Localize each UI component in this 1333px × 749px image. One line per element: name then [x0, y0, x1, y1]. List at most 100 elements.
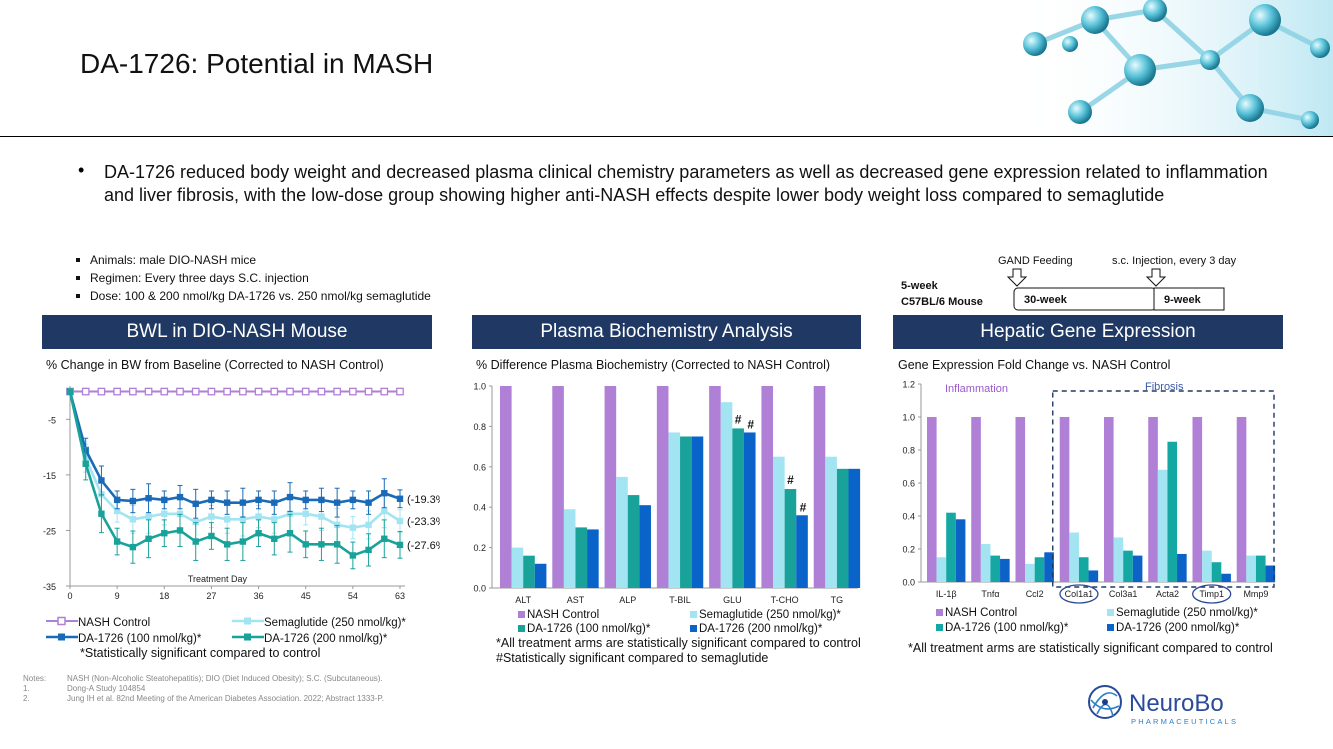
- panel1-legend-row2: DA-1726 (100 nmol/kg)* DA-1726 (200 nmol…: [46, 632, 387, 645]
- data-point: [239, 538, 247, 545]
- data-point: [223, 516, 231, 523]
- mouse-line1: 5-week: [901, 280, 939, 292]
- bwl-line-chart: -5 -15 -25 -35 0 9 18 27 36 45 54 63 Treatment Day (-…: [43, 386, 440, 601]
- data-point: [145, 535, 152, 542]
- panel3-legend-nash: NASH Control: [936, 607, 1017, 619]
- data-point: [98, 510, 105, 517]
- bar: [680, 436, 692, 588]
- x-tick-label: 36: [254, 591, 264, 601]
- bar: [927, 417, 937, 582]
- logo-sub: PHARMACEUTICALS: [1131, 717, 1238, 726]
- bar: [743, 432, 756, 588]
- notes-num2: 2.: [23, 694, 30, 703]
- data-point: [113, 507, 121, 515]
- bar: [639, 505, 651, 588]
- x-tick-label: T-BIL: [669, 595, 691, 605]
- data-point: [176, 527, 184, 534]
- legend-da200-swatch: [232, 633, 264, 641]
- data-point: [271, 516, 278, 523]
- panel2-legend-nash: NASH Control: [518, 609, 599, 621]
- list-item: Animals: male DIO-NASH mice: [74, 253, 431, 271]
- series-line: [68, 391, 401, 506]
- data-point: [255, 513, 262, 520]
- x-axis-title: Treatment Day: [188, 574, 248, 584]
- end-value-label: (-19.3%): [407, 494, 440, 506]
- bar: [1265, 565, 1276, 582]
- data-point: [302, 510, 309, 517]
- legend-swatch: [518, 625, 525, 633]
- notes-line1: NASH (Non-Alcoholic Steatohepatitis); DI…: [67, 674, 383, 683]
- bar: [1078, 557, 1089, 582]
- y-tick-label: -25: [43, 526, 56, 536]
- molecule-decoration-icon: [1010, 0, 1333, 136]
- end-value-label: (-27.6%): [407, 540, 440, 552]
- data-point: [318, 541, 325, 548]
- data-point: [380, 387, 389, 396]
- data-point: [365, 546, 372, 554]
- gene-bar-chart: 0.0 0.2 0.4 0.6 0.8 1.0 1.2 IL-1β Tnfα Ccl2 Col1a1…: [902, 380, 1276, 604]
- data-point: [365, 521, 372, 529]
- bar: [1059, 417, 1070, 582]
- y-tick-label: 0.8: [902, 446, 915, 456]
- bar: [552, 386, 564, 588]
- bar: [1192, 417, 1203, 582]
- data-point: [381, 490, 388, 497]
- notes-line3: Jung IH et al. 82nd Meeting of the Ameri…: [67, 694, 384, 703]
- list-item: Dose: 100 & 200 nmol/kg DA-1726 vs. 250 …: [74, 289, 431, 307]
- data-point: [396, 495, 404, 502]
- notes-num1: 1.: [23, 684, 30, 693]
- data-point: [160, 387, 169, 396]
- x-tick-label: T-CHO: [771, 595, 799, 605]
- data-point: [239, 516, 247, 523]
- bar: [1000, 558, 1010, 582]
- highlight-ellipse: [1192, 584, 1232, 604]
- y-tick-label: 0.6: [902, 479, 915, 489]
- fibrosis-region-box: [1052, 390, 1275, 588]
- summary-bullet: DA-1726 reduced body weight and decrease…: [104, 162, 1268, 205]
- data-point: [113, 538, 121, 545]
- phase2-box: [1153, 287, 1225, 311]
- data-point: [81, 387, 90, 396]
- data-point: [349, 524, 357, 531]
- data-point: [144, 387, 153, 396]
- feeding-arrow-icon: [1006, 268, 1028, 287]
- data-point: [145, 495, 152, 502]
- series-1: [66, 388, 404, 543]
- bar: [691, 436, 704, 588]
- y-tick-label: -15: [43, 471, 56, 481]
- data-point: [113, 387, 121, 396]
- data-point: [254, 387, 263, 396]
- y-tick-label: 0.6: [473, 462, 486, 472]
- logo-name: NeuroBo: [1129, 690, 1224, 717]
- bar: [720, 402, 733, 588]
- data-point: [97, 387, 106, 396]
- data-point: [318, 513, 325, 520]
- bar: [784, 489, 797, 588]
- x-tick-label: Ccl2: [1026, 589, 1044, 599]
- x-tick-label: GLU: [723, 595, 742, 605]
- bar: [575, 527, 588, 588]
- header-divider: [0, 136, 1333, 137]
- panel2-header: Plasma Biochemistry Analysis: [472, 315, 861, 349]
- panel2-legend-sema: Semaglutide (250 nmol/kg)*: [690, 609, 841, 621]
- injection-label: s.c. Injection, every 3 days: [1112, 255, 1236, 267]
- neurobo-emblem-icon: [1088, 685, 1122, 719]
- phase1-label: 30-week: [1024, 294, 1068, 306]
- data-point: [129, 516, 137, 523]
- series-line: [68, 391, 401, 557]
- x-tick-label: Col1a1: [1065, 589, 1094, 599]
- panel1-legend: NASH Control Semaglutide (250 nmol/kg)*: [46, 616, 406, 629]
- bar: [1157, 469, 1168, 582]
- x-tick-label: 9: [115, 591, 120, 601]
- panel2-footnote1: *All treatment arms are statistically si…: [496, 636, 861, 650]
- bar: [1255, 555, 1266, 582]
- panel2-legend-da200: DA-1726 (200 nmol/kg)*: [690, 623, 822, 635]
- data-point: [239, 499, 247, 506]
- bar: [761, 386, 774, 588]
- y-tick-label: 0.2: [473, 543, 486, 553]
- data-point: [333, 541, 341, 548]
- data-point: [223, 387, 231, 396]
- phase2-label: 9-week: [1164, 294, 1202, 306]
- legend-sema: Semaglutide (250 nmol/kg)*: [232, 616, 406, 629]
- square-bullet-icon: [76, 293, 80, 298]
